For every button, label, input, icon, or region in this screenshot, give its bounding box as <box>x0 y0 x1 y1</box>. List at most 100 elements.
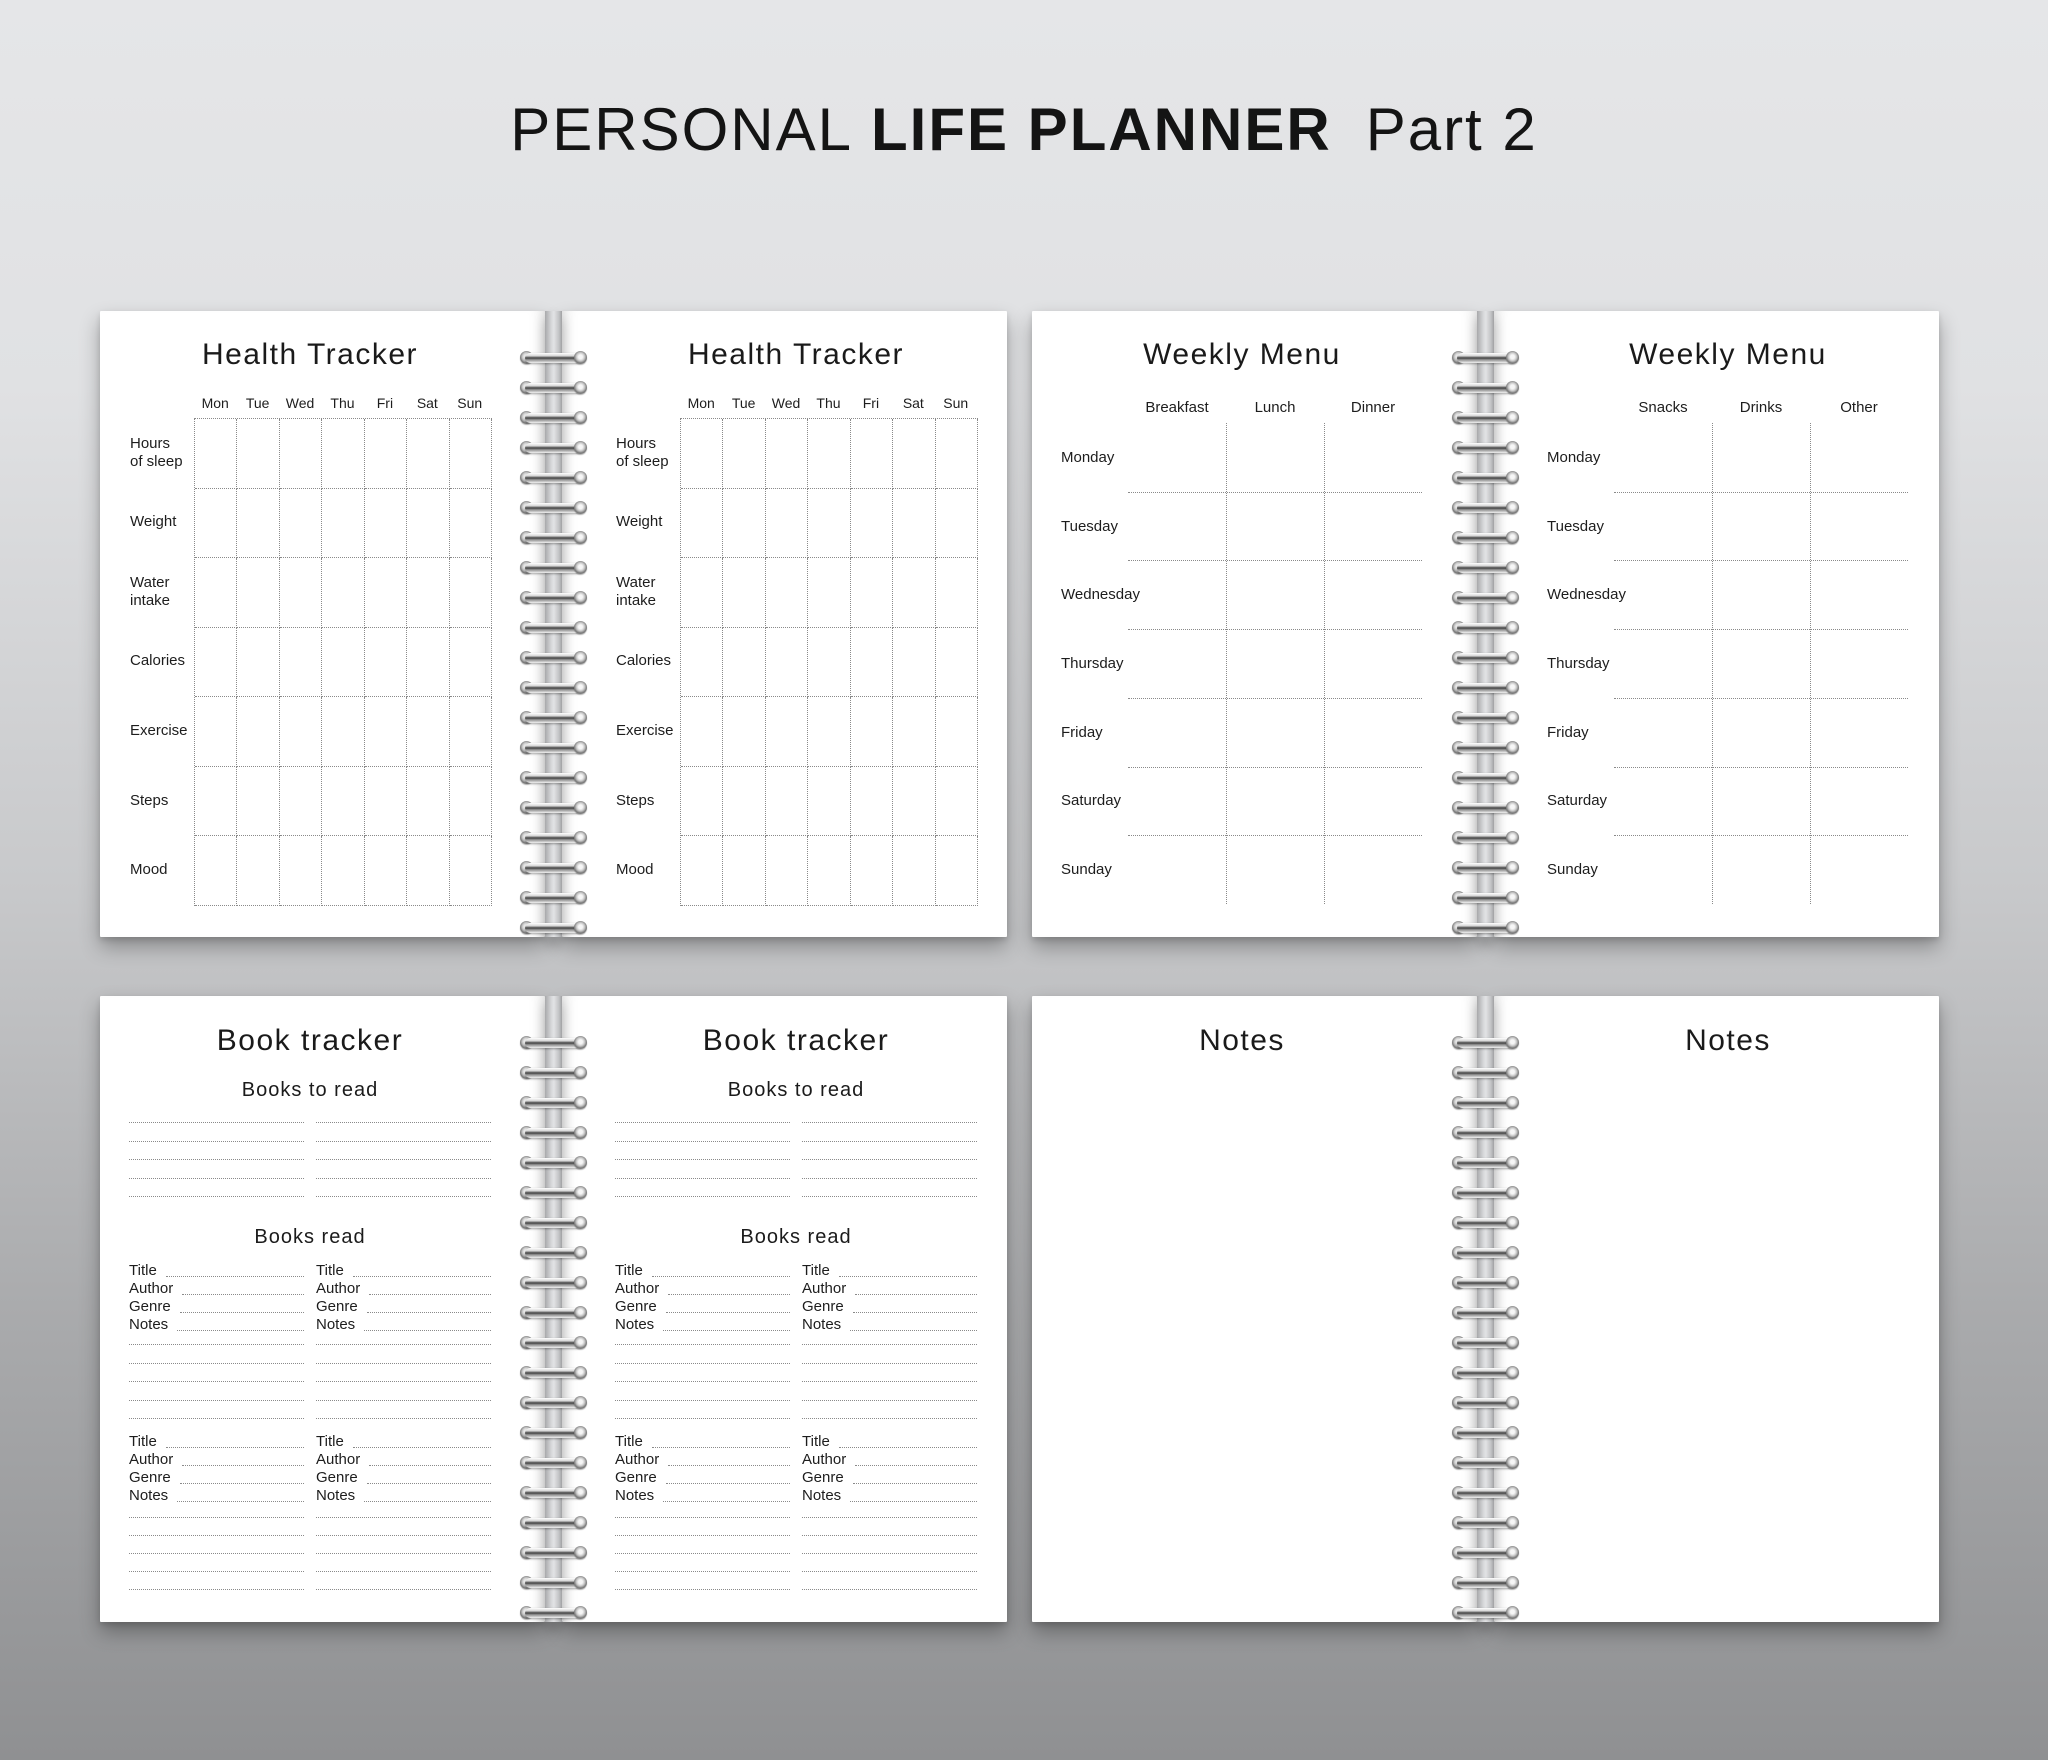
ring-bar <box>525 803 582 813</box>
ring-bar <box>525 443 582 453</box>
grid-cell <box>407 836 450 906</box>
dotted-line <box>316 1381 491 1382</box>
field-label: Title <box>802 1262 830 1279</box>
row-label-line: Exercise <box>130 722 188 740</box>
dotted-line <box>129 1177 304 1179</box>
day-row-label: Sunday <box>1547 861 1598 879</box>
row-label-line: Weight <box>130 513 177 531</box>
ring-bar <box>525 623 582 633</box>
field-label: Genre <box>316 1469 358 1486</box>
ring-bar <box>1457 863 1514 873</box>
grid-cell <box>765 627 809 698</box>
row-label-line: Mood <box>130 861 168 879</box>
spiral-ring <box>520 1276 587 1289</box>
grid-cell <box>723 766 766 837</box>
book-entry-field-row: Notes <box>129 1316 304 1334</box>
menu-column-header: Drinks <box>1739 399 1783 416</box>
spiral-ring <box>520 1246 587 1259</box>
book-entry-field-row: Notes <box>316 1316 491 1334</box>
dotted-line <box>316 1399 491 1401</box>
grid-cell <box>279 488 323 559</box>
dotted-line <box>802 1140 977 1142</box>
grid-cell <box>237 558 280 628</box>
dotted-line <box>615 1159 790 1160</box>
grid-cell <box>322 419 365 489</box>
grid-cell <box>850 766 894 837</box>
ring-bar <box>525 1428 582 1438</box>
spiral-ring <box>520 621 587 634</box>
field-dotted-line <box>852 1483 977 1484</box>
day-row-label: Thursday <box>1061 654 1124 672</box>
ring-bar <box>525 743 582 753</box>
column-divider-line <box>1324 423 1325 904</box>
grid-cell <box>681 419 724 489</box>
ring-bar <box>525 383 582 393</box>
grid-cell <box>449 558 492 628</box>
grid-cell <box>237 697 280 767</box>
book-entry-field-row: Genre <box>316 1298 491 1316</box>
field-dotted-line <box>366 1483 491 1484</box>
ring-bar <box>1457 683 1514 693</box>
field-dotted-line <box>177 1330 304 1331</box>
spiral-ring <box>520 651 587 664</box>
book-tracker-content: Book tracker Books to read Books read Title… <box>615 996 977 1622</box>
ring-bar <box>1457 1548 1514 1558</box>
dotted-line <box>615 1381 790 1382</box>
grid-cell <box>893 627 936 698</box>
day-column-header: Mon <box>201 395 229 411</box>
dotted-line <box>316 1140 491 1142</box>
spiral-ring <box>1452 531 1519 544</box>
ring-bar <box>1457 1068 1514 1078</box>
grid-cell <box>893 697 936 767</box>
dotted-line <box>316 1535 491 1536</box>
dotted-line <box>615 1571 790 1572</box>
grid-cell <box>449 627 492 698</box>
day-row-label: Tuesday <box>1547 517 1604 535</box>
ring-bar <box>1457 893 1514 903</box>
grid-cell <box>723 627 766 698</box>
dotted-line <box>802 1553 977 1554</box>
field-label: Genre <box>802 1298 844 1315</box>
spiral-ring <box>1452 1036 1519 1049</box>
book-tracker-page-left: Book tracker Books to read Books read Title… <box>100 996 545 1622</box>
ring-bar <box>1457 1488 1514 1498</box>
page-title: Notes <box>1199 1024 1285 1057</box>
field-dotted-line <box>182 1465 304 1466</box>
dotted-line <box>802 1344 977 1345</box>
row-label-line: of sleep <box>130 452 183 470</box>
notes-page-right: Notes <box>1494 996 1939 1622</box>
grid-cell <box>681 558 724 628</box>
page-title: Health Tracker <box>687 338 905 371</box>
field-dotted-line <box>366 1312 491 1313</box>
day-column-header: Thu <box>330 395 355 411</box>
grid-cell <box>765 558 809 628</box>
dotted-line <box>129 1362 304 1364</box>
book-entry-fields: Title Author Genre Notes <box>802 1262 977 1334</box>
book-entry-field-row: Author <box>802 1280 977 1298</box>
dotted-line <box>615 1589 790 1590</box>
ring-bar <box>1457 1308 1514 1318</box>
day-column-header: Sun <box>457 395 483 411</box>
field-dotted-line <box>663 1330 790 1331</box>
grid-cell <box>407 766 450 837</box>
grid-cell <box>723 419 766 489</box>
dotted-line <box>802 1571 977 1572</box>
grid-cell <box>808 627 851 698</box>
ring-bar <box>525 1128 582 1138</box>
book-entry-fields: Title Author Genre Notes <box>802 1433 977 1505</box>
dotted-line <box>615 1140 790 1142</box>
grid-cell <box>237 627 280 698</box>
row-label: Exercise <box>616 696 678 766</box>
dotted-line <box>129 1196 304 1197</box>
field-dotted-line <box>352 1447 491 1448</box>
book-entry-field-row: Notes <box>802 1316 977 1334</box>
book-entry-field-row: Author <box>129 1451 304 1469</box>
ring-bar <box>1457 923 1514 933</box>
page-title: Notes <box>1685 1024 1771 1057</box>
ring-bar <box>525 893 582 903</box>
book-entry-field-row: Notes <box>316 1487 491 1505</box>
grid-cell <box>322 627 365 698</box>
section-title-books-read: Books read <box>740 1226 852 1248</box>
row-label-line: Exercise <box>616 722 674 740</box>
